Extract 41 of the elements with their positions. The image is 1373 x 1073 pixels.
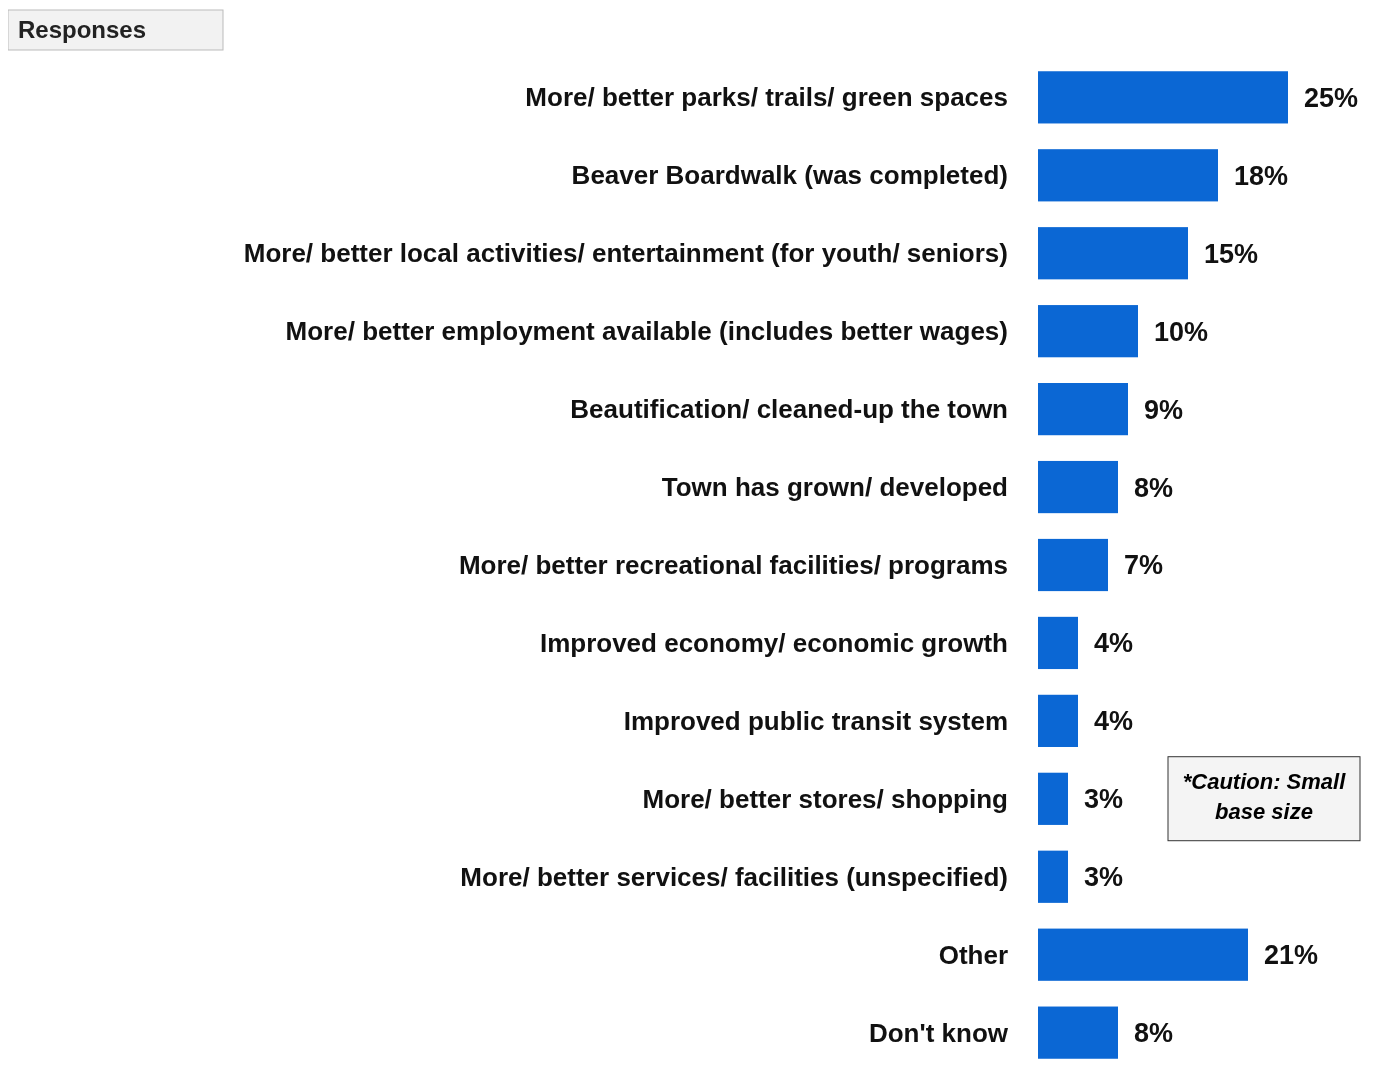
data-label: 15% bbox=[1204, 238, 1259, 269]
y-tick-label: More/ better services/ facilities (unspecified) bbox=[460, 861, 1008, 892]
y-tick-label: Improved economy/ economic growth bbox=[539, 628, 1008, 659]
y-tick-label: More/ better parks/ trails/ green spaces bbox=[525, 82, 1008, 113]
data-label: 18% bbox=[1234, 160, 1289, 191]
data-label: 10% bbox=[1154, 316, 1209, 347]
y-tick-label: Beaver Boardwalk (was completed) bbox=[571, 160, 1008, 191]
y-tick-label: Town has grown/ developed bbox=[661, 472, 1008, 503]
bar bbox=[1038, 772, 1068, 825]
bar bbox=[1038, 71, 1288, 124]
data-label: 3% bbox=[1084, 784, 1124, 815]
y-tick-label: More/ better recreational facilities/ programs bbox=[458, 550, 1008, 581]
data-label: 4% bbox=[1094, 706, 1134, 737]
data-label: 25% bbox=[1304, 82, 1359, 113]
annotation: *Caution: Small base size bbox=[1182, 768, 1347, 824]
data-label: 4% bbox=[1094, 628, 1134, 659]
bar bbox=[1038, 149, 1218, 202]
bar bbox=[1038, 460, 1118, 514]
bar bbox=[1038, 694, 1078, 747]
bar bbox=[1038, 305, 1138, 358]
data-label: 8% bbox=[1134, 472, 1174, 503]
y-tick-label: More/ better stores/ shopping bbox=[642, 783, 1008, 814]
bar bbox=[1038, 383, 1128, 436]
y-tick-label: Don't know bbox=[868, 1017, 1009, 1048]
text: Responses bbox=[18, 16, 147, 43]
y-tick-label: Other bbox=[938, 939, 1008, 970]
y-tick-label: Beautification/ cleaned-up the town bbox=[570, 394, 1008, 425]
data-label: 9% bbox=[1144, 394, 1184, 425]
bar bbox=[1038, 1006, 1118, 1059]
bar bbox=[1038, 850, 1068, 903]
y-tick-label: More/ better local activities/ entertainment (for youth/ seniors) bbox=[243, 238, 1008, 269]
bar bbox=[1038, 928, 1248, 981]
bar bbox=[1038, 616, 1078, 670]
data-label: 7% bbox=[1124, 550, 1164, 581]
data-label: 8% bbox=[1134, 1018, 1174, 1049]
y-tick-label: More/ better employment available (includes better wages) bbox=[285, 316, 1008, 347]
data-label: 3% bbox=[1084, 862, 1124, 893]
bar bbox=[1038, 538, 1108, 592]
y-tick-label: Improved public transit system bbox=[623, 705, 1008, 736]
data-label: 21% bbox=[1264, 940, 1319, 971]
bar bbox=[1038, 227, 1188, 280]
